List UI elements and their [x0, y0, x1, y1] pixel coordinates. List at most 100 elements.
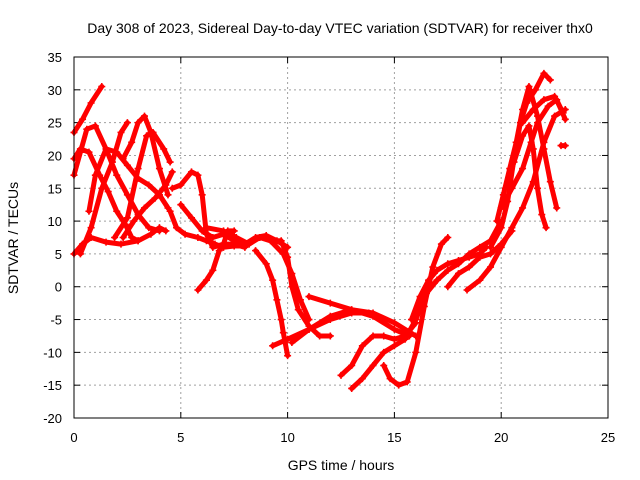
data-point	[269, 276, 277, 284]
data-point	[534, 184, 542, 192]
data-point	[76, 250, 84, 258]
data-point	[425, 276, 433, 284]
data-point	[369, 309, 377, 317]
data-point	[487, 243, 495, 251]
data-point	[497, 224, 505, 232]
data-point	[113, 207, 121, 215]
data-point	[401, 335, 409, 343]
data-point	[444, 266, 452, 274]
data-point	[380, 348, 388, 356]
data-point	[519, 204, 527, 212]
data-point	[369, 361, 377, 369]
data-point	[420, 289, 428, 297]
data-point	[198, 227, 206, 235]
y-tick-label: 35	[48, 50, 62, 65]
data-point	[284, 335, 292, 343]
data-point	[390, 325, 398, 333]
series-trace	[120, 169, 175, 240]
data-point	[198, 191, 206, 199]
data-point	[113, 171, 121, 179]
data-point	[501, 184, 509, 192]
data-point	[230, 227, 238, 235]
data-point	[162, 227, 170, 235]
data-point	[143, 132, 151, 140]
series-trace	[272, 238, 333, 339]
data-point	[519, 106, 527, 114]
series-trace	[77, 120, 130, 257]
data-point	[102, 238, 110, 246]
series-sat-s	[305, 293, 420, 340]
y-tick-label: -15	[43, 378, 62, 393]
data-point	[262, 260, 270, 268]
data-point	[493, 217, 501, 225]
data-point	[412, 348, 420, 356]
data-point	[162, 181, 170, 189]
data-point	[91, 122, 99, 130]
y-tick-label: -5	[50, 313, 62, 328]
data-point	[209, 266, 217, 274]
data-point	[83, 125, 91, 133]
data-point	[433, 266, 441, 274]
data-point	[294, 306, 302, 314]
data-point	[497, 204, 505, 212]
data-point	[98, 184, 106, 192]
data-point	[211, 240, 219, 248]
x-tick-label: 15	[387, 430, 401, 445]
data-point	[390, 342, 398, 350]
data-point	[76, 145, 84, 153]
data-point	[487, 250, 495, 258]
data-point	[102, 145, 110, 153]
data-point	[454, 270, 462, 278]
series-trace	[464, 107, 568, 293]
data-point	[519, 132, 527, 140]
data-point	[187, 214, 195, 222]
data-point	[87, 224, 95, 232]
data-point	[444, 260, 452, 268]
data-point	[145, 224, 153, 232]
data-point	[476, 243, 484, 251]
data-point	[123, 214, 131, 222]
data-point	[348, 384, 356, 392]
series-sat-o	[252, 247, 292, 360]
series-sat-v	[380, 234, 452, 389]
data-point	[166, 158, 174, 166]
data-point	[151, 194, 159, 202]
data-point	[316, 332, 324, 340]
data-point	[209, 234, 217, 241]
data-point	[348, 306, 356, 314]
data-point	[326, 332, 334, 340]
data-point	[390, 335, 398, 343]
data-point	[395, 381, 403, 389]
data-point	[177, 181, 185, 189]
data-point	[437, 240, 445, 248]
data-point	[407, 316, 415, 324]
data-point	[553, 204, 561, 212]
data-point	[305, 325, 313, 333]
data-point	[128, 138, 136, 146]
y-tick-label: -20	[43, 411, 62, 426]
data-point	[173, 224, 181, 232]
data-point	[559, 109, 567, 117]
data-point	[104, 188, 112, 196]
data-point	[403, 378, 411, 386]
data-point	[232, 234, 240, 241]
data-point	[487, 263, 495, 271]
data-point	[519, 119, 527, 127]
x-tick-label: 10	[280, 430, 294, 445]
data-point	[551, 112, 559, 120]
data-point	[168, 184, 176, 192]
data-point	[284, 352, 292, 360]
y-tick-label: 5	[55, 247, 62, 262]
series-trace	[306, 294, 419, 339]
x-tick-label: 0	[70, 430, 77, 445]
data-point	[508, 184, 516, 192]
data-point	[164, 191, 172, 199]
series-sat-ae	[519, 92, 567, 127]
data-point	[463, 286, 471, 294]
y-tick-label: 10	[48, 214, 62, 229]
data-point	[220, 227, 228, 235]
data-point	[123, 119, 131, 127]
data-point	[194, 286, 202, 294]
y-tick-label: 20	[48, 148, 62, 163]
